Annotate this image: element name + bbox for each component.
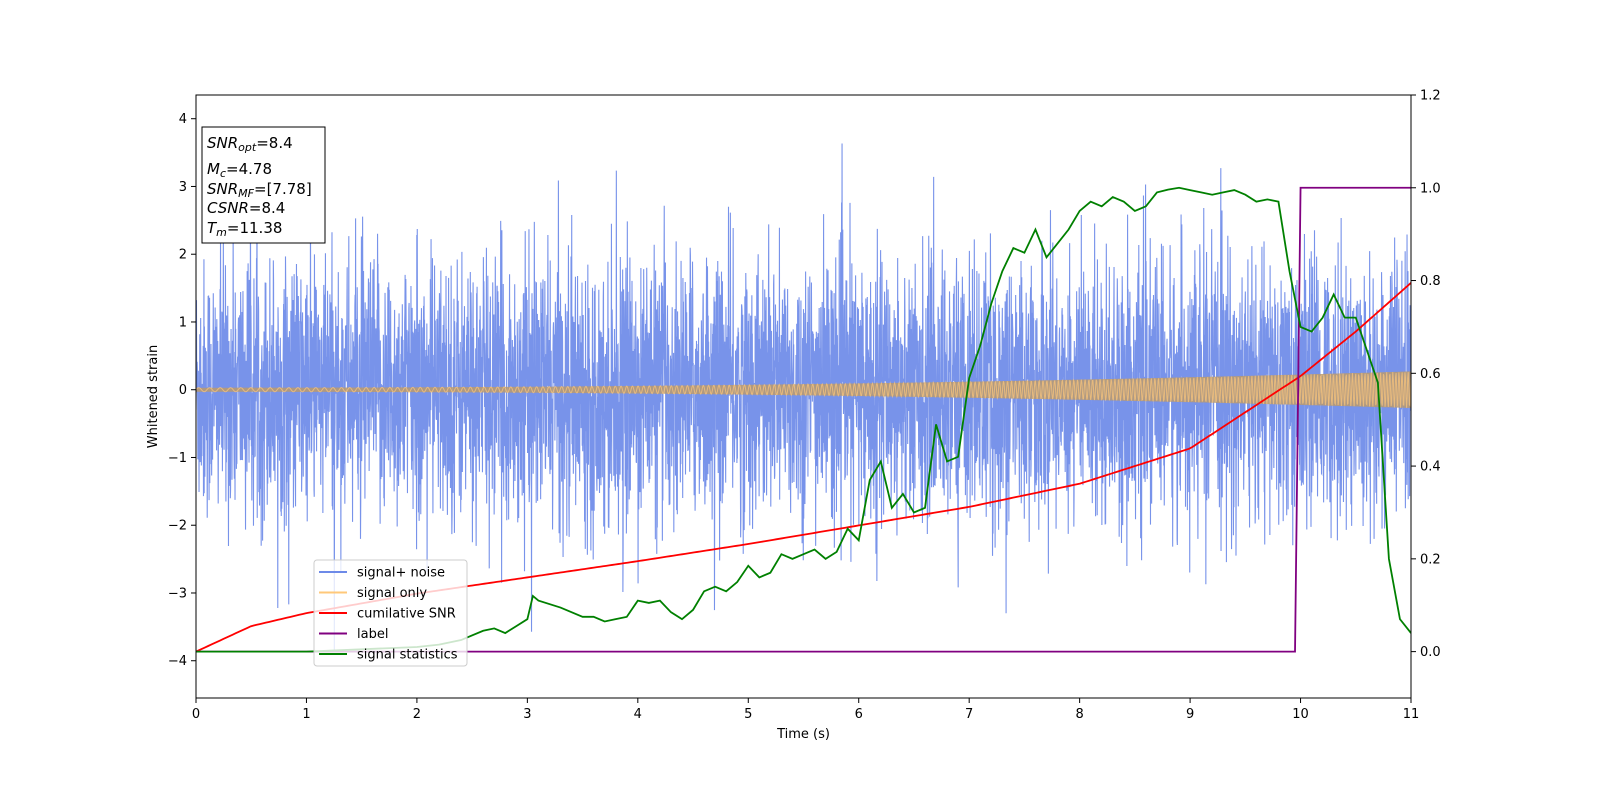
x-axis-label: Time (s) [776,727,830,742]
y-tick-label: 0 [179,383,187,398]
y-axis-right: 0.0 0.2 0.4 0.6 0.8 1.0 1.2 [1411,89,1441,660]
series-line-signal-noise [196,143,1411,653]
x-tick-label: 11 [1403,707,1420,722]
series-line-signal-statistics [196,186,1411,653]
annotation-snr-opt: SNRopt=8.4 [207,134,293,154]
legend-item: signal statistics [319,648,458,663]
y2-tick-label: 0.4 [1420,460,1441,475]
y2-tick-label: 0.6 [1420,367,1441,382]
x-tick-label: 2 [413,707,421,722]
plot-frame [195,94,1412,699]
x-tick-label: 0 [192,707,200,722]
y2-tick-label: 0.8 [1420,274,1441,289]
annotation-snr-mf: SNRMF=[7.78] [207,180,312,200]
legend-item: label [319,627,388,642]
x-axis: 0 1 2 3 4 5 6 7 8 9 10 11 [192,698,1419,722]
y-axis-left: −4 −3 −2 −1 0 1 2 3 4 [168,112,196,669]
annotation-box: SNRopt=8.4 Mc=4.78 SNRMF=[7.78] CSNR=8.4… [201,126,326,244]
series-signal-only [196,371,1411,409]
y2-tick-label: 1.2 [1420,89,1441,104]
x-tick-label: 7 [965,707,973,722]
y2-tick-label: 0.2 [1420,552,1441,567]
y2-tick-label: 0.0 [1420,645,1441,660]
x-tick-label: 8 [1075,707,1083,722]
legend: signal+ noise signal only cumilative SNR la… [313,559,468,667]
x-tick-label: 6 [855,707,863,722]
legend-label: signal+ noise [357,566,445,581]
x-tick-label: 3 [523,707,531,722]
legend-label: cumilative SNR [357,607,456,622]
y-tick-label: −1 [168,451,187,466]
y-axis-label: Whitened strain [146,345,161,448]
y-tick-label: 1 [179,315,187,330]
legend-label: signal only [357,586,427,601]
y-tick-label: 4 [179,112,187,127]
y-tick-label: −2 [168,519,187,534]
legend-item: cumilative SNR [319,607,456,622]
legend-label: label [357,627,388,642]
series-line-label [196,186,1411,653]
x-tick-label: 1 [302,707,310,722]
annotation-mc: Mc=4.78 [207,160,272,180]
legend-label: signal statistics [357,648,458,663]
annotation-csnr: CSNR=8.4 [207,199,285,217]
y-tick-label: −3 [168,586,187,601]
legend-item: signal only [319,586,427,601]
series-line-signal-only [196,372,1411,408]
annotation-tm: Tm=11.38 [207,219,282,239]
y-tick-label: 3 [179,180,187,195]
x-tick-label: 4 [634,707,642,722]
series-signal-noise [196,143,1411,653]
y2-tick-label: 1.0 [1420,181,1441,196]
legend-item: signal+ noise [319,566,445,581]
x-tick-label: 5 [744,707,752,722]
x-tick-label: 9 [1186,707,1194,722]
y-tick-label: 2 [179,248,187,263]
y-tick-label: −4 [168,654,187,669]
x-tick-label: 10 [1292,707,1309,722]
